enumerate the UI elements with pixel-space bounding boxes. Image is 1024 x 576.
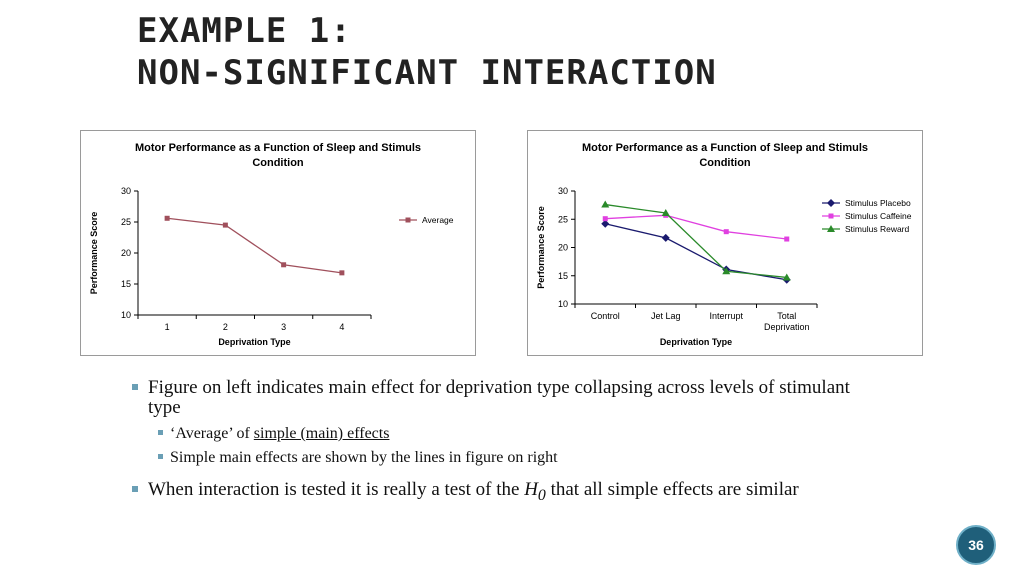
x-tick-label: 2 — [223, 322, 228, 332]
page-number-badge: 36 — [956, 525, 996, 565]
series-line-average — [167, 217, 342, 274]
data-point — [281, 262, 287, 268]
data-point — [164, 215, 170, 221]
y-axis-label: Performance Score — [536, 206, 546, 289]
series-line-stimulus-placebo — [605, 223, 787, 281]
x-tick-label: Deprivation — [764, 322, 810, 332]
y-tick-label: 10 — [121, 310, 131, 320]
slide-title-line-1: Example 1: — [137, 11, 352, 51]
slide-title-line-2: Non-Significant Interaction — [137, 53, 717, 93]
y-tick-label: 25 — [121, 217, 131, 227]
slide-title: Example 1: Non-Significant Interaction — [137, 10, 837, 94]
legend-swatch-marker — [827, 199, 835, 207]
legend-label: Stimulus Caffeine — [845, 211, 912, 221]
x-tick-label: 3 — [281, 322, 286, 332]
data-point — [339, 270, 345, 276]
chart-title-line: Condition — [252, 157, 304, 169]
data-point — [784, 236, 790, 242]
bullet-main-effect: Figure on left indicates main effect for… — [130, 378, 850, 418]
y-tick-label: 15 — [121, 279, 131, 289]
data-point — [782, 273, 791, 281]
y-tick-label: 15 — [558, 271, 568, 281]
x-axis-label: Deprivation Type — [218, 337, 290, 347]
legend-swatch-marker — [827, 225, 835, 232]
chart-left: Motor Performance as a Function of Sleep… — [80, 130, 476, 356]
chart-title-line: Condition — [699, 157, 751, 169]
data-point — [661, 233, 670, 242]
bullet-average: ‘Average’ of simple (main) effects — [130, 424, 850, 444]
bullet-interaction-suffix: that all simple effects are similar — [545, 479, 799, 500]
bullet-interaction: When interaction is tested it is really … — [130, 480, 850, 506]
data-point — [723, 229, 729, 235]
x-tick-label: Jet Lag — [651, 311, 681, 321]
y-tick-label: 30 — [121, 186, 131, 196]
data-point — [601, 200, 610, 208]
chart-right: Motor Performance as a Function of Sleep… — [527, 130, 923, 356]
x-tick-label: Control — [591, 311, 620, 321]
x-axis-label: Deprivation Type — [660, 337, 732, 347]
legend-swatch-marker — [405, 217, 411, 223]
series-line-stimulus-reward — [605, 203, 787, 279]
h-symbol: H — [524, 479, 538, 500]
chart-title-line: Motor Performance as a Function of Sleep… — [135, 142, 421, 154]
legend-swatch-marker — [828, 213, 834, 219]
legend-label: Stimulus Placebo — [845, 198, 911, 208]
data-point — [601, 219, 610, 228]
bullet-list: Figure on left indicates main effect for… — [130, 378, 850, 512]
bullet-simple-effects: Simple main effects are shown by the lin… — [130, 448, 850, 468]
bullet-interaction-prefix: When interaction is tested it is really … — [148, 479, 525, 500]
chart-right-svg: Motor Performance as a Function of Sleep… — [536, 142, 912, 347]
data-point — [222, 222, 228, 228]
y-tick-label: 10 — [558, 299, 568, 309]
series-line-stimulus-caffeine — [605, 214, 787, 240]
chart-title-line: Motor Performance as a Function of Sleep… — [582, 142, 868, 154]
x-tick-label: Interrupt — [709, 311, 743, 321]
y-tick-label: 20 — [558, 243, 568, 253]
legend-label: Average — [422, 215, 454, 225]
y-tick-label: 20 — [121, 248, 131, 258]
simple-main-effects-link[interactable]: simple (main) effects — [253, 425, 390, 442]
y-axis-label: Performance Score — [89, 212, 99, 295]
data-point — [661, 209, 670, 217]
h-subscript: 0 — [537, 486, 546, 504]
data-point — [602, 216, 608, 222]
data-point — [722, 267, 731, 275]
x-tick-label: Total — [777, 311, 796, 321]
legend-label: Stimulus Reward — [845, 224, 910, 234]
y-tick-label: 25 — [558, 214, 568, 224]
y-tick-label: 30 — [558, 186, 568, 196]
bullet-average-prefix: ‘Average’ of — [170, 425, 254, 442]
x-tick-label: 4 — [339, 322, 344, 332]
chart-left-svg: Motor Performance as a Function of Sleep… — [89, 142, 454, 347]
x-tick-label: 1 — [165, 322, 170, 332]
